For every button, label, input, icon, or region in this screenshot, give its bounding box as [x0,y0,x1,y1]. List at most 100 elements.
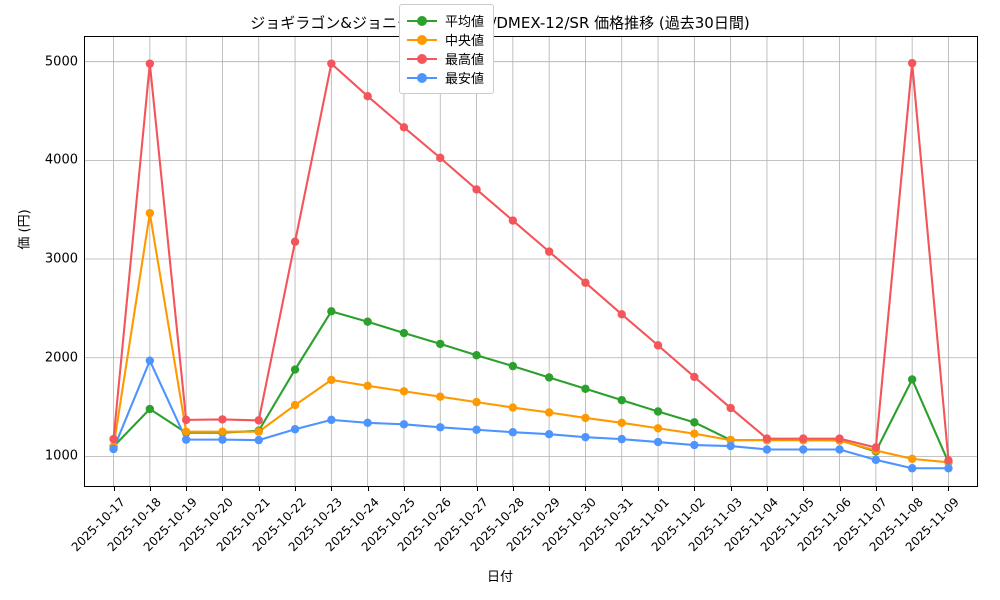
x-tick-mark [912,487,914,491]
x-tick-mark [621,487,623,491]
legend-item-2: 最高値 [407,49,484,68]
data-point-marker [254,416,263,425]
data-point-marker [290,365,300,374]
x-tick-mark [258,487,260,491]
series-line-3 [112,359,950,470]
legend-label: 中央値 [445,34,485,49]
x-tick-mark [875,487,877,491]
data-point-marker [145,59,155,68]
data-point-marker [109,444,118,454]
data-point-marker [544,247,554,256]
data-point-marker [181,427,191,436]
data-point-marker [617,310,626,319]
data-point-marker [835,445,844,454]
data-point-marker [472,185,481,194]
x-tick-mark [295,487,297,491]
legend-item-3: 最安値 [407,68,484,87]
x-tick-mark [149,487,151,491]
series-line-1 [112,212,950,464]
x-tick-mark [222,487,224,491]
data-point-marker [472,397,481,407]
x-axis-tick-labels: 2025-10-17 2025-10-18 2025-10-19 2025-10-20… [0,487,1000,577]
data-point-marker [907,58,917,68]
data-point-marker [726,403,735,413]
x-tick-mark [113,487,115,491]
data-point-marker [581,384,590,393]
legend-marker-icon [407,15,437,27]
data-point-marker [835,434,844,443]
data-point-marker [581,278,590,287]
y-tick-label: 5000 [44,54,78,70]
data-point-marker [653,407,663,416]
data-point-marker [617,395,626,405]
y-tick-label: 3000 [44,251,78,267]
legend-item-1: 中央値 [407,30,484,49]
y-tick-label: 4000 [44,152,78,168]
data-point-marker [254,427,263,436]
legend-label: 最安値 [445,72,485,87]
data-point-marker [218,415,227,424]
data-point-marker [436,339,445,349]
data-point-marker [726,435,735,445]
data-point-marker [653,424,663,433]
data-point-marker [690,429,699,438]
data-point-marker [145,404,155,414]
data-point-marker [181,415,191,425]
data-point-marker [436,423,445,432]
x-tick-mark [403,487,405,491]
data-point-marker [690,372,699,382]
series-line-2 [112,62,950,462]
data-point-marker [218,427,227,436]
legend-item-0: 平均値 [407,11,484,30]
chart-title: ジョギラゴン&ジョニー ~Jの旅路~/DMEX-12/SR 価格推移 (過去30… [250,14,750,32]
data-point-marker [544,429,554,439]
data-point-marker [363,381,372,391]
x-tick-mark [440,487,442,491]
data-point-marker [327,307,336,316]
data-point-marker [907,375,917,384]
data-point-marker [472,351,481,360]
x-tick-mark [948,487,950,491]
data-point-marker [290,237,300,246]
x-axis-label: 日付 [486,570,513,585]
x-tick-mark [512,487,514,491]
data-point-marker [327,375,336,385]
x-tick-mark [186,487,188,491]
data-point-marker [690,440,699,450]
data-point-marker [690,418,699,427]
data-point-marker [726,441,735,451]
data-point-marker [399,420,409,429]
x-tick-mark [658,487,660,491]
data-point-marker [363,418,372,428]
data-point-marker [762,434,772,443]
data-point-marker [762,445,772,454]
data-point-marker [399,387,409,396]
x-tick-mark [766,487,768,491]
legend-label: 最高値 [445,53,485,68]
data-point-marker [581,413,590,423]
y-tick-label: 1000 [44,448,78,464]
data-point-marker [327,415,336,425]
data-point-marker [363,317,372,326]
data-point-marker [617,418,626,428]
chart-legend: 平均値中央値最高値最安値 [399,4,495,94]
data-point-marker [436,153,445,163]
x-tick-mark [694,487,696,491]
data-point-marker [799,445,808,454]
legend-marker-icon [407,34,437,46]
data-point-marker [399,328,409,338]
y-tick-label: 2000 [44,350,78,366]
y-axis-tick-labels: 1000 2000 3000 4000 5000 [24,0,108,600]
data-point-marker [145,356,155,365]
data-point-marker [544,373,554,382]
data-point-marker [254,435,263,445]
data-point-marker [653,437,663,447]
data-point-marker [944,456,953,465]
data-point-marker [508,361,518,371]
x-tick-mark [367,487,369,491]
x-tick-mark [476,487,478,491]
data-point-marker [472,425,481,434]
data-point-marker [327,59,336,68]
data-point-marker [617,434,626,444]
data-point-marker [653,341,663,350]
